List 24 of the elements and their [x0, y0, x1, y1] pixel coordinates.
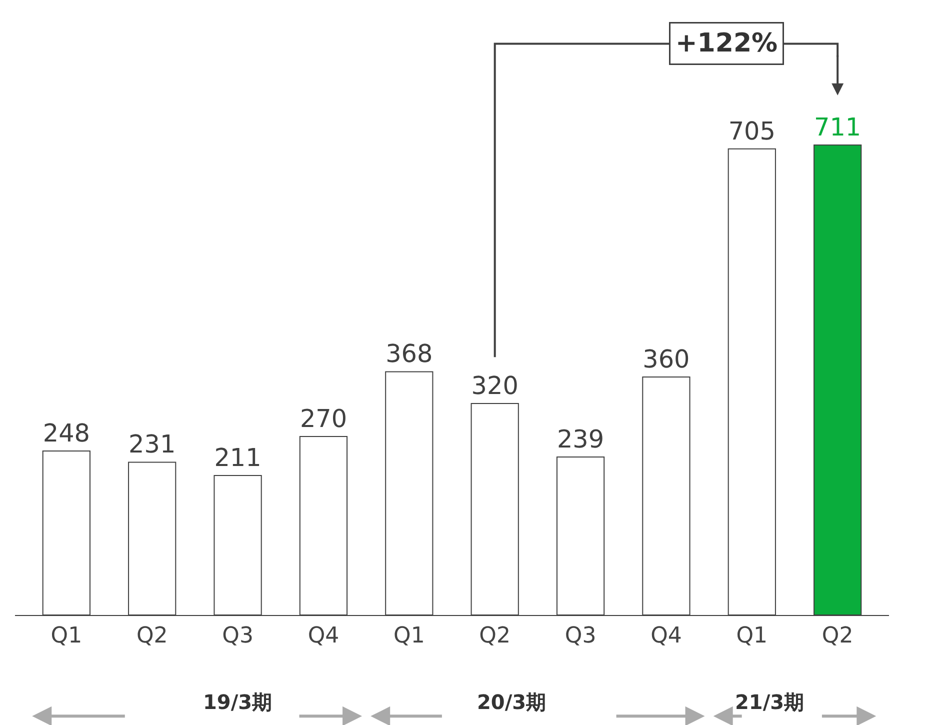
text: 20/3期	[477, 690, 546, 714]
data-label: 211	[214, 442, 262, 472]
text: 19/3期	[203, 690, 272, 714]
x-tick-label: Q1	[736, 623, 768, 648]
x-tick-label: Q2	[822, 623, 854, 648]
data-label: 360	[642, 344, 690, 374]
x-tick-label: Q4	[308, 623, 340, 648]
annotation: +122%	[676, 28, 778, 58]
data-label: 711	[814, 112, 862, 142]
x-tick-label: Q1	[50, 623, 82, 648]
data-label: 248	[42, 418, 90, 448]
x-tick-label: Q2	[136, 623, 168, 648]
text: 21/3期	[735, 690, 804, 714]
x-tick-label: Q3	[564, 623, 596, 648]
data-label: 320	[471, 370, 518, 400]
x-tick-label: Q1	[393, 623, 425, 648]
data-label: 368	[386, 339, 433, 368]
x-tick-label: Q2	[479, 623, 511, 648]
x-tick-label: Q3	[222, 623, 254, 648]
data-label: 705	[728, 116, 776, 146]
data-label: 231	[128, 430, 176, 459]
data-label: 270	[300, 404, 347, 433]
x-tick-label: Q4	[650, 623, 682, 648]
data-label: 239	[557, 424, 604, 454]
